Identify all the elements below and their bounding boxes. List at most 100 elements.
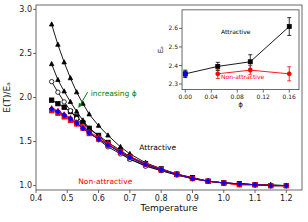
x-tick-label: 0.8 [155,194,168,203]
plot-frame [182,10,299,90]
annotation: increasing ϕ [91,89,137,98]
marker [68,116,72,121]
series [49,61,288,187]
arrow [78,92,87,108]
marker [190,176,194,181]
marker [118,149,122,154]
marker [269,183,273,187]
marker [237,182,241,186]
marker [143,162,147,167]
marker [190,176,194,180]
marker [96,136,100,141]
marker [222,180,226,184]
series [49,79,288,187]
marker [49,22,53,26]
marker [253,183,257,187]
annotation: Non-attractive [221,73,265,80]
series-line [52,110,287,186]
marker [49,98,53,102]
axes-1: 0.000.040.080.120.162.32.42.52.6ϕEₐAttra… [157,10,299,109]
annotation: Attractive [221,28,251,35]
marker [284,183,288,187]
x-tick-label: 1.0 [217,194,230,203]
marker [206,179,210,183]
marker [190,176,194,180]
marker [248,60,252,64]
marker [175,172,179,176]
marker [159,167,163,172]
data-area [183,18,291,81]
marker [269,184,273,188]
marker [237,182,241,186]
marker [222,180,226,184]
marker [216,72,220,76]
marker [190,176,194,180]
series-line [185,27,289,74]
x-tick [286,190,287,193]
marker [128,155,132,159]
y-tick-label: 2.5 [19,49,32,58]
marker [56,90,60,94]
marker [237,182,241,186]
marker [237,181,241,186]
marker [62,89,66,93]
series [183,18,291,78]
marker [206,179,210,183]
series [49,106,288,188]
marker [284,183,288,187]
marker [253,183,257,187]
x-tick-label: 1.2 [280,194,293,203]
marker [175,172,179,176]
marker [143,162,147,166]
marker [106,133,110,137]
y-tick-label: 2.0 [19,93,32,102]
y-axis-label: E(T)/Eₐ [2,82,12,112]
annotation: Attractive [139,143,176,152]
marker [222,180,226,184]
marker [159,168,163,172]
series [49,108,288,188]
series [49,109,288,188]
x-tick-label: 0.12 [257,93,271,100]
x-tick-label: 0.08 [231,93,245,100]
error-bar [287,67,291,81]
marker [175,172,179,177]
x-tick [255,190,256,193]
x-tick-label: 0.7 [124,194,137,203]
marker [74,109,78,113]
x-axis-label: ϕ [238,101,243,109]
marker [49,79,53,83]
y-tick [179,46,182,47]
marker [118,150,122,154]
y-tick [33,9,36,10]
marker [287,72,291,76]
marker [106,142,110,147]
marker [222,181,226,185]
marker [49,106,53,111]
x-tick [192,190,193,193]
marker [206,179,210,183]
marker [284,183,288,187]
x-tick-label: 1.1 [249,194,262,203]
marker [287,25,291,29]
series-line [52,109,287,186]
marker [183,71,187,76]
marker [269,183,273,187]
marker [159,168,163,172]
y-tick [179,84,182,85]
x-axis-label: Temperature [139,203,197,213]
marker [206,179,210,184]
marker [222,181,226,185]
y-tick [179,65,182,66]
marker [175,172,179,176]
x-tick-label: 0.4 [30,194,43,203]
marker [74,90,78,94]
y-tick [33,53,36,54]
error-bar [287,18,291,36]
y-tick-label: 1.5 [19,137,32,146]
x-tick [129,190,130,193]
arrow-shaft [81,92,88,104]
marker [175,172,179,176]
series [49,106,288,188]
marker [183,72,187,76]
